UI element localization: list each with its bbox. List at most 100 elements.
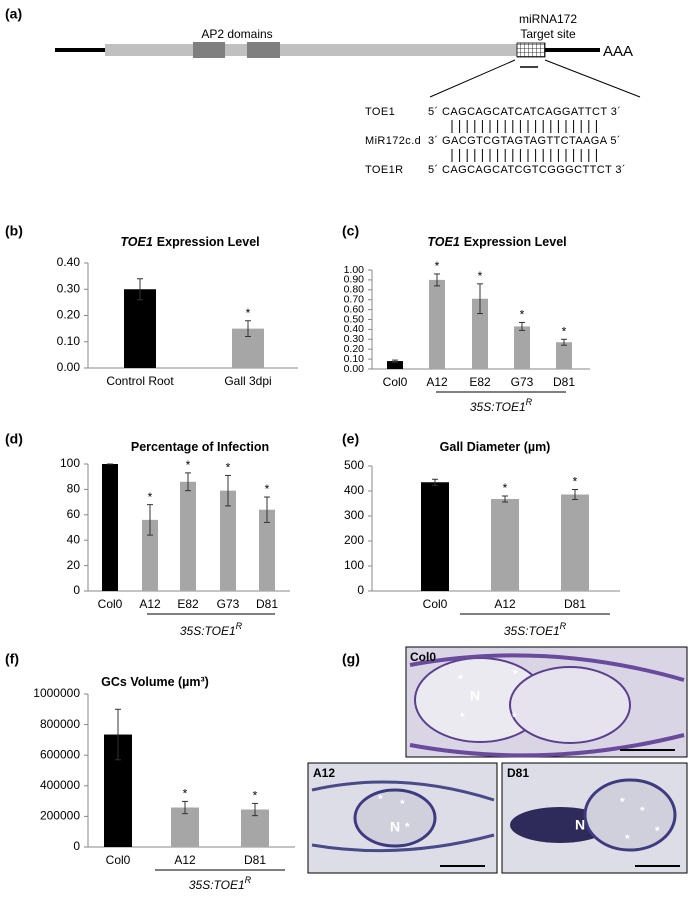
group-label-sup: R (245, 875, 252, 885)
significance: * (246, 306, 251, 320)
group-label-text: 35S:TOE1 (189, 878, 245, 892)
cell-label: * (512, 710, 517, 724)
title-text: Gall Diameter (µm) (440, 440, 551, 454)
y-tick-label: 0.30 (57, 281, 81, 295)
group-label: 35S:TOE1R (504, 621, 567, 638)
title-text: Expression Level (464, 235, 567, 249)
charts: TOE1 Expression Level0.000.100.200.300.40… (33, 235, 620, 892)
group-label-sup: R (526, 397, 533, 407)
x-tick-label: D81 (244, 853, 266, 867)
y-tick-label: 0.90 (344, 274, 365, 286)
panel-label: (b) (5, 223, 23, 239)
sequence: 5´ CAGCAGCATCATCAGGATTCT 3´ (428, 106, 621, 118)
significance: * (265, 482, 270, 496)
alignment: TOE1 5´ CAGCAGCATCATCAGGATTCT 3´ MiR172c.d… (365, 106, 626, 176)
y-tick-label: 0 (357, 583, 364, 597)
cell-label: * (513, 667, 518, 681)
y-tick-label: 0.20 (57, 308, 81, 322)
bar (124, 289, 156, 368)
y-tick-label: 500 (344, 458, 364, 472)
chart-title: Percentage of Infection (131, 440, 269, 454)
cell-label: * (400, 797, 405, 811)
x-tick-label: Control Root (106, 374, 174, 388)
y-tick-label: 400 (344, 483, 364, 497)
y-tick-label: 300 (344, 508, 364, 522)
significance: * (226, 461, 231, 475)
title-italic: TOE1 (427, 235, 459, 249)
y-tick-label: 600000 (40, 747, 80, 761)
cell-label: * (458, 672, 463, 686)
bar (142, 519, 158, 591)
micrograph-label: D81 (507, 766, 529, 780)
y-tick-label: 100 (60, 456, 80, 470)
significance: * (186, 458, 191, 472)
significance: * (148, 490, 153, 504)
cell-label: * (620, 795, 625, 809)
x-tick-label: E82 (469, 375, 491, 389)
chart-title: GCs Volume (µm³) (101, 675, 209, 689)
significance: * (435, 259, 440, 273)
y-tick-label: 0.10 (344, 353, 365, 365)
base-pairs (451, 120, 597, 162)
x-tick-label: Col0 (106, 853, 131, 867)
nucleus-label: N (470, 688, 480, 704)
title-text: GCs Volume (µm³) (101, 675, 209, 689)
x-tick-label: A12 (174, 853, 196, 867)
significance: * (562, 324, 567, 338)
significance: * (253, 789, 258, 803)
domain-label: AP2 domains (201, 27, 272, 41)
sequence: 5´ CAGCAGCATCGTCGGGCTTCT 3´ (428, 164, 626, 176)
cell-label: * (378, 792, 383, 806)
y-tick-label: 0.20 (344, 343, 365, 355)
y-tick-label: 0.00 (344, 363, 365, 375)
chart-title: TOE1 Expression Level (120, 235, 259, 249)
group-label: 35S:TOE1R (180, 621, 243, 638)
polya-label: AAA (603, 43, 633, 60)
sequence: 3´ GACGTCGTAGTAGTTCTAAGA 5´ (428, 135, 621, 147)
bar (421, 482, 449, 591)
x-tick-label: A12 (494, 597, 516, 611)
cell-label: * (655, 824, 660, 838)
panel-label: (a) (5, 6, 22, 22)
x-tick-label: Col0 (423, 597, 448, 611)
bar (514, 326, 530, 369)
cell-label: * (640, 804, 645, 818)
cell-label: * (625, 832, 630, 846)
y-tick-label: 0.00 (57, 360, 81, 374)
x-tick-label: A12 (426, 375, 448, 389)
x-tick-label: Col0 (383, 375, 408, 389)
significance: * (503, 481, 508, 495)
cell-label: * (460, 710, 465, 724)
group-label: 35S:TOE1R (189, 875, 252, 892)
y-tick-label: 0.60 (344, 303, 365, 315)
panel-label: (e) (342, 431, 359, 447)
y-tick-label: 1.00 (344, 264, 365, 276)
y-tick-label: 0.70 (344, 293, 365, 305)
group-label-sup: R (236, 621, 243, 631)
y-tick-label: 0.30 (344, 333, 365, 345)
chart-title: Gall Diameter (µm) (440, 440, 551, 454)
sequence-name: TOE1R (365, 164, 403, 176)
nucleus-label: N (390, 819, 400, 835)
title-text: Percentage of Infection (131, 440, 269, 454)
y-tick-label: 1000000 (33, 686, 80, 700)
significance: * (573, 475, 578, 489)
group-label-text: 35S:TOE1 (180, 624, 236, 638)
y-tick-label: 0.80 (344, 284, 365, 296)
gene-diagram (55, 42, 641, 98)
y-tick-label: 0.40 (344, 323, 365, 335)
bar (102, 464, 118, 591)
nucleus-label: N (575, 817, 585, 833)
bar (387, 361, 403, 369)
group-label-text: 35S:TOE1 (504, 624, 560, 638)
panel-label: (g) (342, 651, 360, 667)
y-tick-label: 0.10 (57, 334, 81, 348)
bar (561, 494, 589, 591)
group-label-sup: R (560, 621, 567, 631)
x-tick-label: Gall 3dpi (224, 374, 271, 388)
target-label: Target site (520, 27, 576, 41)
micrographs (307, 646, 688, 874)
title-italic: TOE1 (120, 235, 152, 249)
